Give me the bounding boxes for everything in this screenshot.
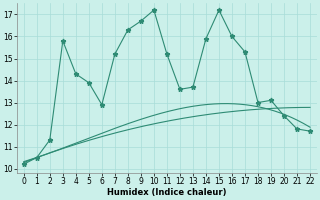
X-axis label: Humidex (Indice chaleur): Humidex (Indice chaleur): [107, 188, 227, 197]
